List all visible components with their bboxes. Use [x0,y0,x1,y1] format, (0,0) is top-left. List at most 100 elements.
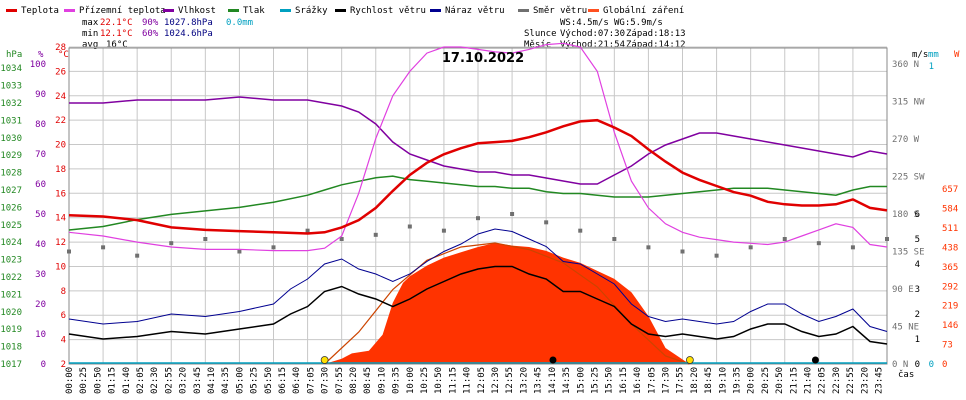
axis-tick-hpa: 1024 [0,238,22,248]
stats-panel: max 22.1°C 90% 1027.8hPa 0.0mm min 12.1°… [82,18,686,50]
stat-sunrise: Východ:07:30 [560,29,625,39]
axis-tick-time: 01:40 [122,367,132,394]
axis-tick-w: 365 [942,263,958,273]
axis-tick-celsius: 6 [61,311,66,321]
axis-tick-time: 09:10 [377,367,387,394]
axis-tick-direction: 225 SW [892,173,925,183]
axis-tick-ms: 2 [915,310,920,320]
legend-swatch [588,9,599,12]
wind-speed-line [68,265,888,345]
axis-tick-direction: 180 S [892,210,919,220]
axis-tick-celsius: 2 [61,360,66,370]
stat-moon-label: Měsíc [524,40,551,50]
axis-tick-hpa: 1033 [0,82,22,92]
axis-tick-time: 10:25 [420,367,430,394]
axis-tick-time: 07:05 [306,367,316,394]
axis-title-w: W [954,50,960,60]
axis-tick-hpa: 1034 [0,64,22,74]
axis-tick-time: 18:45 [704,367,714,394]
axis-tick-mm: 0 [929,360,934,370]
axis-tick-time: 08:45 [363,367,373,394]
stat-moonrise: Východ:21:54 [560,40,625,50]
axis-tick-celsius: 26 [55,67,66,77]
axis-tick-percent: 20 [35,300,46,310]
axis-tick-time: 10:00 [406,367,416,394]
axis-tick-time: 15:50 [605,367,615,394]
chart-title: 17.10.2022 [442,51,524,66]
ground-temperature-line [68,42,888,252]
axis-tick-percent: 0 [41,360,46,370]
axis-tick-hpa: 1029 [0,151,22,161]
axis-tick-time: 02:05 [136,367,146,394]
axis-tick-hpa: 1027 [0,186,22,196]
axis-tick-time: 12:55 [505,367,515,394]
wind-direction-point [510,212,515,216]
axis-tick-celsius: 10 [55,262,66,272]
stat-ws: WS:4.5m/s [560,18,609,28]
axis-tick-time: 11:40 [463,367,473,394]
axis-tick-ms: 0 [915,360,920,370]
axis-tick-time: 19:35 [732,367,742,394]
stat-max-press: 1027.8hPa [164,18,213,28]
wind-direction-point [476,216,480,221]
solar-radiation-area [324,243,690,364]
wind-direction-point [612,237,617,241]
stat-max-hum: 90% [142,18,159,28]
legend: Teplota Přízemní teplota Vlhkost Tlak Srážky… [6,6,684,16]
legend-swatch [335,9,346,12]
axis-tick-time: 04:35 [221,367,231,394]
axis-tick-time: 18:20 [690,367,700,394]
axis-tick-celsius: 8 [61,287,66,297]
axis-tick-time: 21:15 [789,367,799,394]
legend-swatch [64,9,75,12]
axis-title-percent: % [38,50,44,60]
legend-swatch [280,9,291,12]
plot-area [67,42,889,365]
axis-tick-percent: 30 [35,270,46,280]
legend-swatch [430,9,441,12]
axis-tick-time: 23:20 [860,367,870,394]
sun-marker [685,356,694,364]
axis-tick-time: 22:55 [846,367,856,394]
stat-avg-label: avg [82,40,98,50]
wind-direction-point [578,228,583,233]
legend-item-label: Náraz větru [445,6,505,16]
sun-marker [320,356,329,364]
axis-tick-celsius: 22 [55,116,66,126]
wind-direction-point [850,245,855,250]
stat-max-rain: 0.0mm [226,18,253,28]
wind-gust-line [68,228,888,332]
wind-direction-point [441,228,446,233]
legend-item-label: Vlhkost [178,6,216,16]
axis-tick-ms: 4 [915,260,920,270]
wind-direction-point [305,228,310,233]
axis-tick-time: 20:25 [761,367,771,394]
axis-tick-celsius: 28 [55,43,66,53]
axis-tick-w: 511 [942,224,958,234]
legend-item-label: Globální záření [603,6,684,16]
axis-tick-celsius: 12 [55,238,66,248]
temperature-line [68,118,888,235]
stat-min-press: 1024.6hPa [164,29,213,39]
wind-direction-point [816,241,821,246]
axis-tick-w: 0 [942,360,947,370]
axis-tick-w: 146 [942,321,958,331]
stat-max-temp: 22.1°C [100,18,133,28]
axis-tick-time: 22:30 [832,367,842,394]
axis-tick-time: 08:20 [349,367,359,394]
legend-item-label: Přízemní teplota [79,6,166,16]
axis-tick-time: 12:05 [477,367,487,394]
axis-tick-time: 19:10 [718,367,728,394]
moon-marker [811,356,819,364]
axis-tick-direction: 270 W [892,135,920,145]
wind-direction-point [271,245,276,250]
axis-tick-hpa: 1032 [0,99,22,109]
axis-tick-time: 05:00 [235,367,245,394]
moon-marker [549,356,557,364]
legend-swatch [518,9,529,12]
axis-tick-ms: 1 [915,335,920,345]
axis-tick-time: 13:45 [534,367,544,394]
axis-tick-percent: 90 [35,90,46,100]
axis-tick-time: 15:25 [590,367,600,394]
stat-max-label: max [82,18,99,28]
